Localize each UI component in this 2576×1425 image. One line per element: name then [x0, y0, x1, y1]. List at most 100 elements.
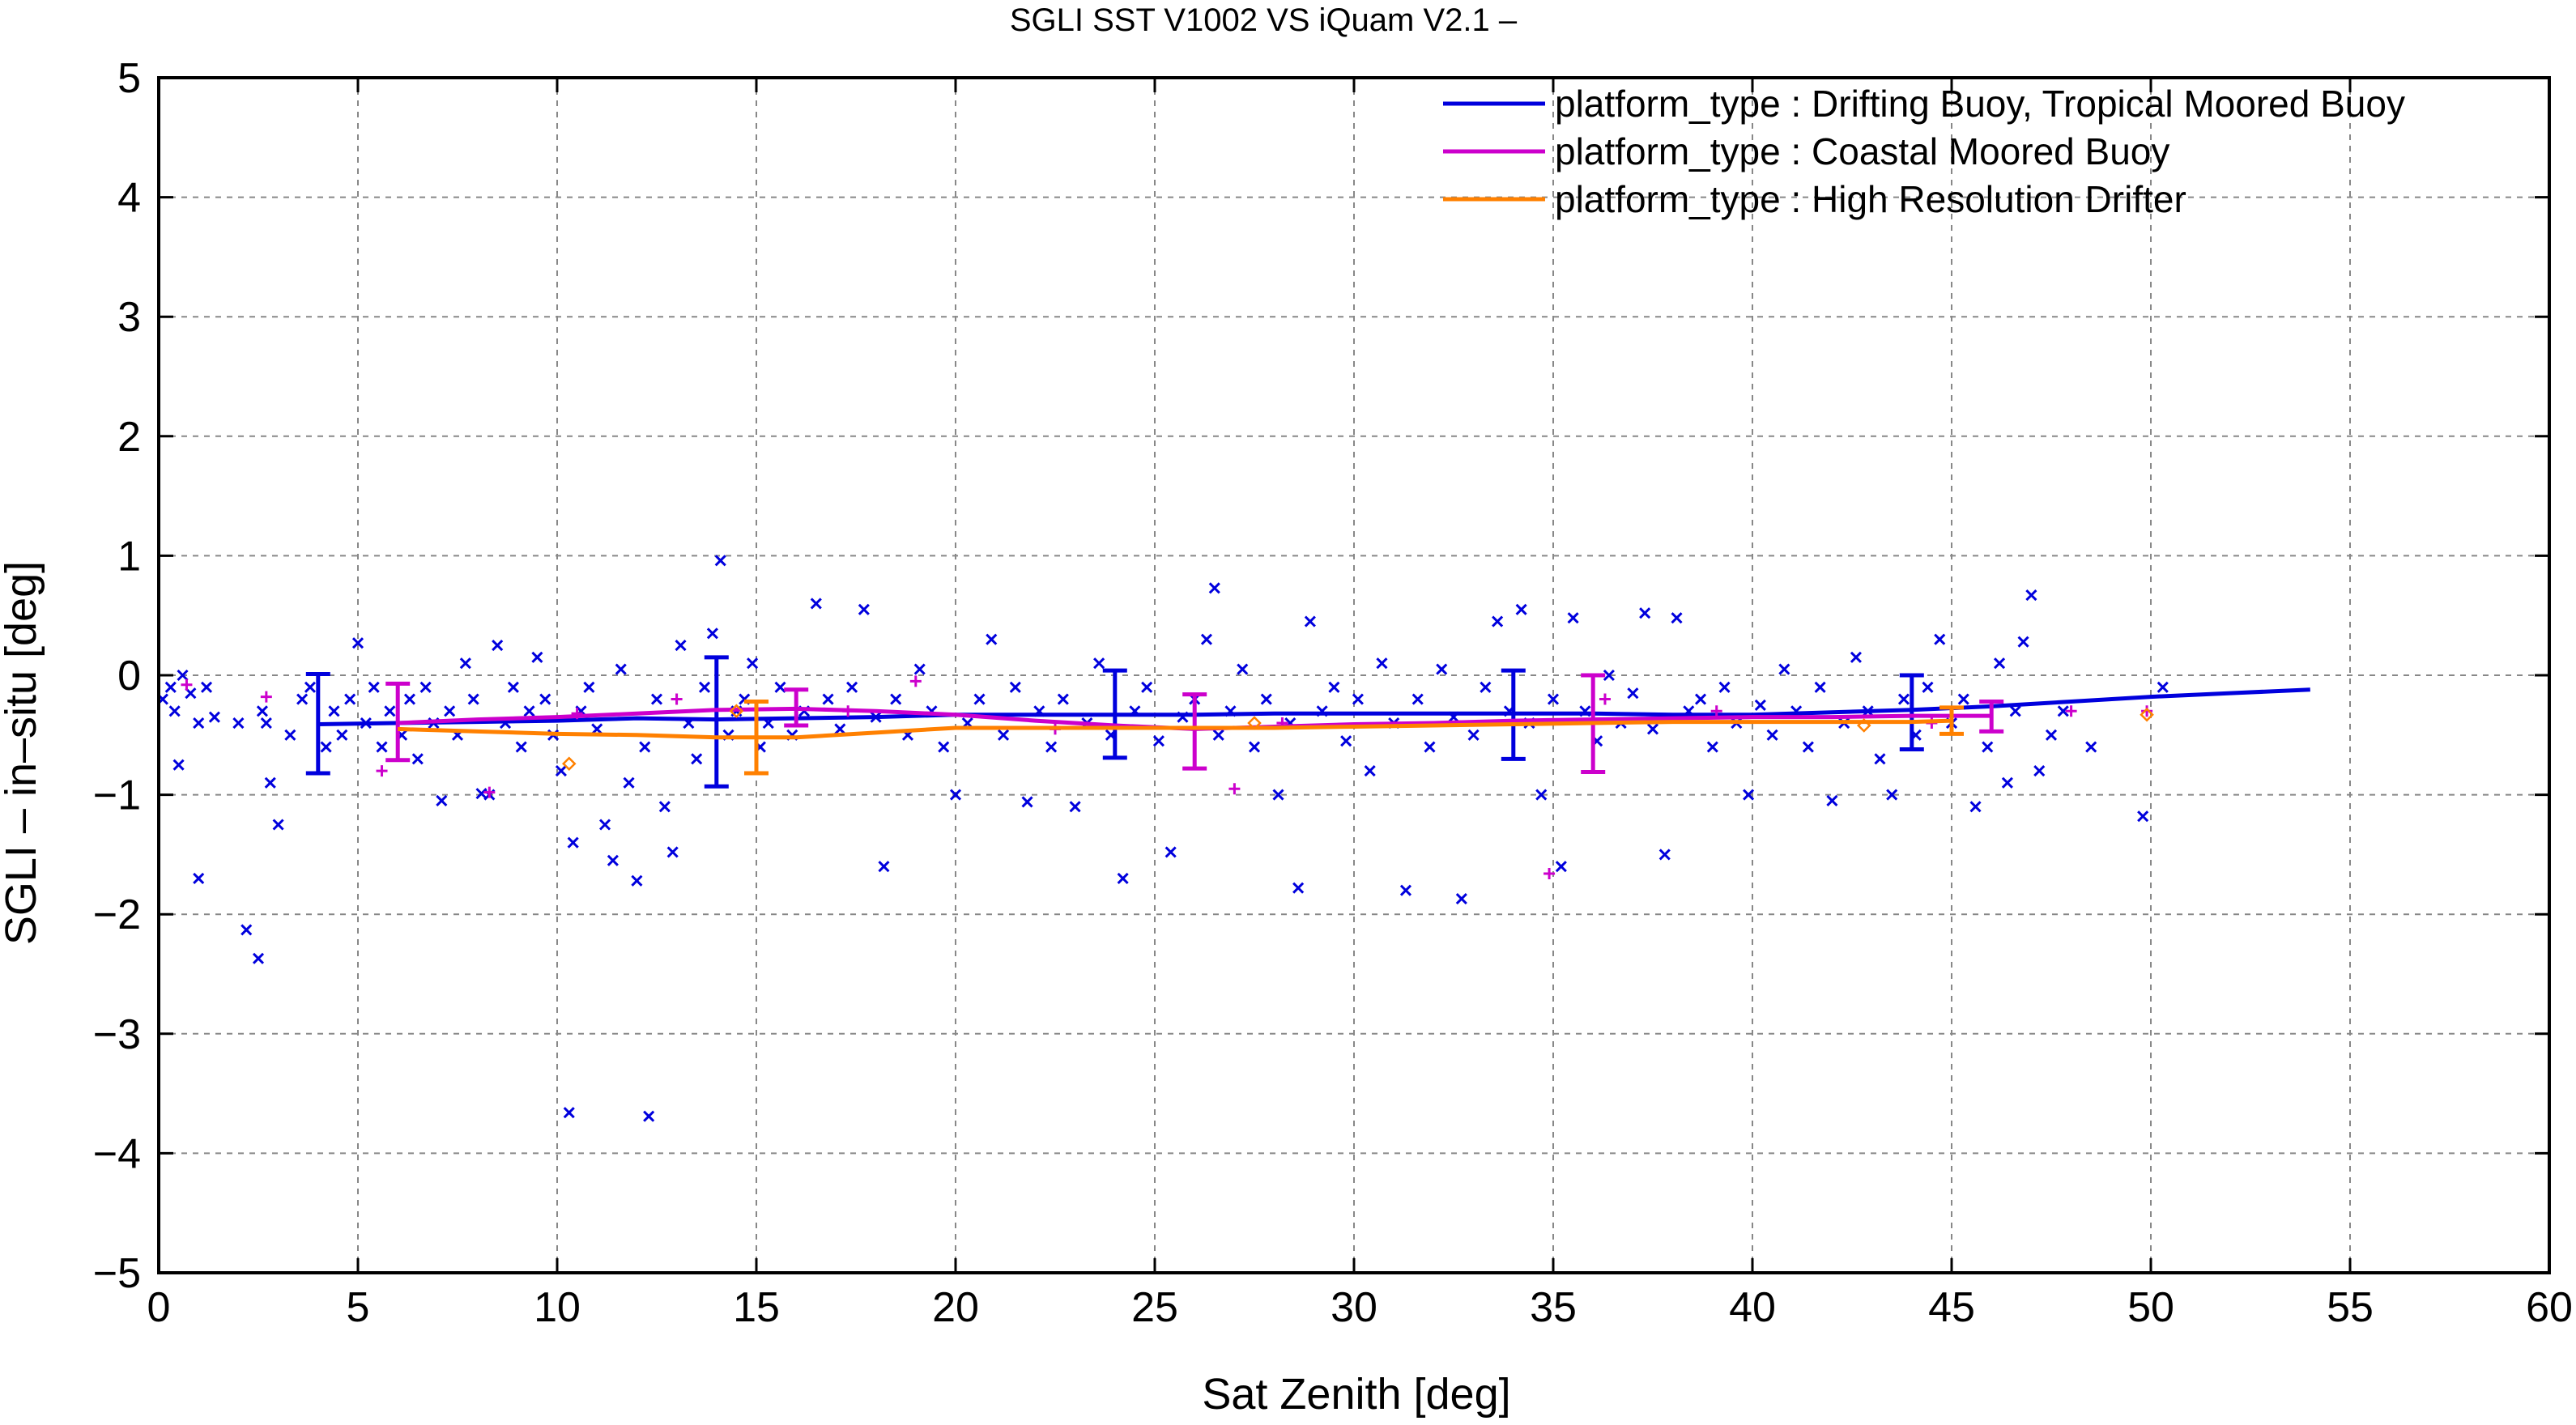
- series-1: [156, 555, 2310, 1122]
- data-point: [376, 765, 388, 777]
- data-point: [729, 704, 744, 719]
- y-axis-title: SGLI – in–situ [deg]: [0, 561, 45, 945]
- data-point: [336, 729, 348, 741]
- data-point: [1117, 872, 1129, 884]
- data-point: [822, 693, 834, 705]
- data-point: [671, 693, 683, 705]
- data-point: [1658, 849, 1671, 861]
- x-tick-label: 10: [534, 1284, 581, 1331]
- data-point: [531, 651, 543, 663]
- error-bar: [1899, 673, 1924, 752]
- data-point: [1228, 783, 1241, 795]
- data-point: [631, 874, 643, 887]
- data-point: [232, 717, 245, 730]
- data-point: [2141, 705, 2153, 717]
- data-point: [591, 723, 603, 735]
- data-point: [376, 741, 388, 753]
- data-point: [1260, 693, 1272, 705]
- legend-label: platform_type : High Resolution Drifter: [1555, 178, 2186, 220]
- data-point: [1141, 681, 1153, 693]
- x-tick-label: 40: [1729, 1284, 1776, 1331]
- data-point: [639, 741, 651, 753]
- data-point: [1165, 846, 1177, 858]
- data-point: [436, 794, 448, 807]
- data-point: [1766, 729, 1778, 741]
- data-point: [1304, 615, 1316, 627]
- data-point: [890, 693, 902, 705]
- data-point: [1743, 789, 1755, 801]
- plot-data: [156, 555, 2310, 1122]
- data-point: [2017, 636, 2029, 648]
- data-point: [1200, 633, 1213, 645]
- data-point: [1376, 657, 1388, 670]
- series-line: [398, 718, 1952, 740]
- data-point: [181, 678, 193, 691]
- data-point: [650, 693, 663, 705]
- data-point: [567, 836, 579, 849]
- data-point: [834, 723, 846, 735]
- data-point: [938, 741, 950, 753]
- y-tick-label: −4: [93, 1130, 141, 1177]
- data-point: [1710, 705, 1722, 717]
- series-line: [317, 687, 2310, 727]
- data-point: [1969, 801, 1982, 813]
- data-point: [1152, 735, 1165, 747]
- x-tick-label: 55: [2327, 1284, 2374, 1331]
- x-tick-label: 25: [1131, 1284, 1178, 1331]
- x-tick-label: 50: [2127, 1284, 2174, 1331]
- data-point: [607, 854, 619, 866]
- data-point: [1480, 681, 1492, 693]
- data-point: [467, 693, 479, 705]
- data-point: [563, 1107, 575, 1119]
- data-point: [320, 741, 332, 753]
- data-point: [1922, 681, 1934, 693]
- data-point: [997, 729, 1010, 741]
- data-point: [691, 753, 703, 765]
- y-tick-label: 3: [117, 294, 141, 341]
- data-point: [193, 717, 205, 730]
- data-point: [296, 693, 309, 705]
- data-point: [810, 598, 822, 610]
- x-axis-title: Sat Zenith [deg]: [1202, 1370, 1510, 1419]
- data-point: [846, 681, 858, 693]
- data-point: [1340, 735, 1352, 747]
- data-point: [260, 717, 272, 730]
- data-point: [1671, 612, 1683, 624]
- data-point: [675, 640, 687, 652]
- data-point: [1543, 868, 1556, 880]
- data-point: [272, 819, 284, 831]
- data-point: [1535, 789, 1548, 801]
- data-point: [304, 681, 317, 693]
- data-point: [1208, 582, 1220, 594]
- data-point: [714, 555, 726, 567]
- data-point: [878, 861, 890, 873]
- data-point: [1399, 884, 1412, 896]
- data-point: [1639, 607, 1651, 619]
- data-point: [1706, 741, 1718, 753]
- data-point: [252, 952, 265, 964]
- data-point: [351, 637, 364, 649]
- data-point: [168, 705, 181, 717]
- data-point: [1802, 741, 1814, 753]
- data-point: [241, 924, 253, 936]
- legend: platform_type : Drifting Buoy, Tropical …: [1443, 83, 2405, 220]
- data-point: [1993, 657, 2006, 670]
- data-point: [1850, 651, 1862, 663]
- data-point: [1272, 789, 1284, 801]
- x-tick-label: 20: [932, 1284, 979, 1331]
- x-tick-label: 0: [147, 1284, 171, 1331]
- y-tick-label: 5: [117, 55, 141, 102]
- data-point: [515, 741, 527, 753]
- data-point: [193, 872, 205, 884]
- error-bar: [704, 655, 729, 789]
- data-point: [459, 657, 471, 670]
- data-point: [1694, 693, 1707, 705]
- data-point: [1886, 789, 1898, 801]
- data-point: [260, 691, 272, 703]
- data-point: [2140, 707, 2154, 722]
- data-point: [555, 765, 567, 777]
- data-point: [1754, 699, 1766, 711]
- data-point: [1547, 693, 1560, 705]
